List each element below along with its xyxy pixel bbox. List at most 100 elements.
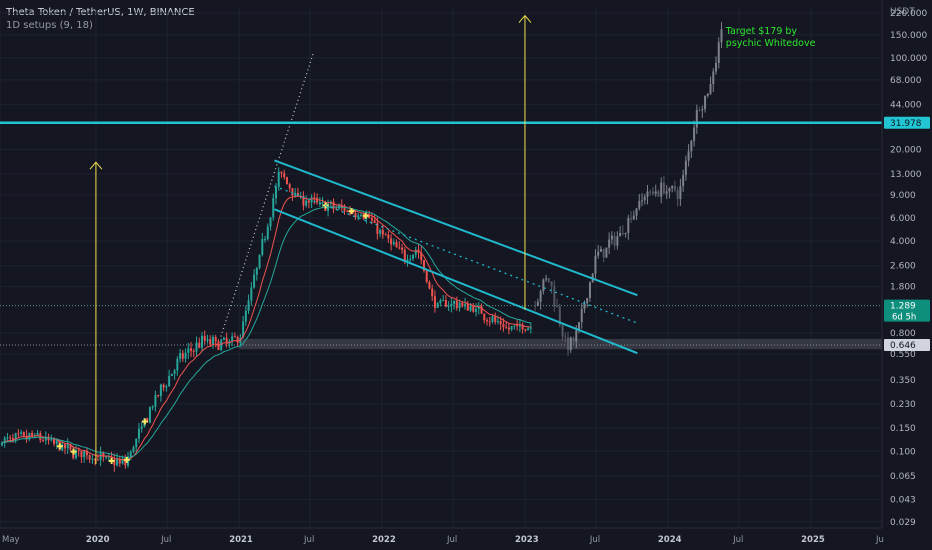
candle-body bbox=[291, 188, 294, 196]
candle bbox=[712, 68, 715, 92]
candle-body bbox=[516, 325, 519, 327]
candle bbox=[556, 298, 559, 308]
candle-body bbox=[392, 242, 395, 245]
candle-body bbox=[99, 452, 102, 461]
candle-body bbox=[654, 191, 657, 194]
candle-body bbox=[80, 450, 83, 458]
setup-marker bbox=[123, 456, 130, 463]
candle bbox=[599, 245, 602, 252]
candle-body bbox=[170, 373, 173, 377]
candle bbox=[288, 182, 291, 193]
indicator-label[interactable]: 1D setups (9, 18) bbox=[6, 20, 93, 31]
candle-body bbox=[510, 326, 513, 330]
candle bbox=[693, 120, 696, 147]
candle bbox=[222, 336, 225, 341]
candle-body bbox=[679, 185, 682, 200]
candle-body bbox=[266, 226, 269, 240]
candle-body bbox=[302, 195, 305, 206]
candle-body bbox=[168, 376, 171, 387]
candle-body bbox=[307, 200, 310, 203]
candle-body bbox=[558, 306, 561, 325]
candle-body bbox=[313, 197, 316, 199]
price-tick-label: 0.230 bbox=[890, 400, 916, 410]
candle-body bbox=[305, 200, 308, 206]
candle-body bbox=[539, 291, 542, 302]
time-tick-label: Jul bbox=[160, 535, 171, 545]
setup-marker bbox=[141, 418, 148, 425]
candle bbox=[564, 332, 567, 343]
candle-body bbox=[211, 336, 214, 345]
candle bbox=[621, 225, 624, 236]
candle-body bbox=[74, 450, 77, 459]
candle-body bbox=[343, 207, 346, 211]
candle-body bbox=[187, 348, 190, 353]
candle bbox=[444, 295, 447, 308]
candle bbox=[580, 302, 583, 329]
candle bbox=[157, 394, 160, 398]
candle-body bbox=[717, 42, 720, 63]
candle-body bbox=[409, 258, 412, 260]
candle-body bbox=[594, 255, 597, 274]
price-tick-label: 13.000 bbox=[890, 170, 922, 180]
candle bbox=[458, 299, 461, 312]
candle-body bbox=[253, 274, 256, 288]
candle bbox=[491, 315, 494, 324]
candle bbox=[203, 330, 206, 345]
candle bbox=[507, 322, 510, 335]
candle-body bbox=[242, 321, 245, 338]
candle bbox=[529, 322, 532, 334]
candle-body bbox=[588, 282, 591, 298]
price-label-value: 0.646 bbox=[890, 341, 916, 351]
candle-body bbox=[499, 321, 502, 325]
candle bbox=[539, 289, 542, 310]
candle bbox=[428, 280, 431, 290]
candle-body bbox=[477, 306, 480, 310]
candle bbox=[401, 243, 404, 254]
candle-body bbox=[483, 313, 486, 321]
candle-body bbox=[316, 197, 319, 203]
candle-body bbox=[485, 320, 488, 322]
candle-body bbox=[412, 254, 415, 259]
candle-body bbox=[488, 321, 491, 323]
candle bbox=[151, 405, 154, 411]
candle-body bbox=[247, 300, 250, 311]
candle bbox=[455, 296, 458, 311]
candle-body bbox=[706, 93, 709, 96]
candle-body bbox=[233, 336, 236, 338]
time-tick-label: 2025 bbox=[801, 535, 825, 545]
candle bbox=[132, 445, 135, 454]
candle bbox=[510, 326, 513, 332]
candle bbox=[605, 247, 608, 258]
candle-body bbox=[214, 336, 217, 342]
candle-body bbox=[359, 214, 362, 216]
candle-body bbox=[425, 270, 428, 282]
price-label-countdown: 6d 5h bbox=[892, 313, 916, 323]
candle bbox=[264, 236, 267, 243]
candle bbox=[654, 184, 657, 197]
candle-body bbox=[381, 229, 384, 235]
candle bbox=[690, 139, 693, 159]
candle bbox=[217, 338, 220, 351]
price-tick-label: 9.000 bbox=[890, 191, 916, 201]
candle-body bbox=[444, 299, 447, 307]
candle-body bbox=[17, 433, 20, 435]
time-tick-label: Jul bbox=[589, 535, 600, 545]
candle bbox=[550, 281, 553, 294]
candle-body bbox=[140, 426, 143, 429]
candle-body bbox=[704, 95, 707, 110]
price-tick-label: 20.000 bbox=[890, 146, 922, 156]
candle bbox=[305, 195, 308, 208]
candle bbox=[488, 316, 491, 327]
candle-body bbox=[567, 337, 570, 350]
candles-history bbox=[0, 167, 532, 472]
candle bbox=[406, 254, 409, 267]
candle bbox=[346, 209, 349, 213]
candle bbox=[244, 305, 247, 326]
candle-body bbox=[536, 301, 539, 306]
candle-body bbox=[173, 370, 176, 374]
candle-body bbox=[687, 151, 690, 161]
dotted-trendline bbox=[220, 52, 315, 337]
channel-lower-line bbox=[274, 208, 638, 355]
